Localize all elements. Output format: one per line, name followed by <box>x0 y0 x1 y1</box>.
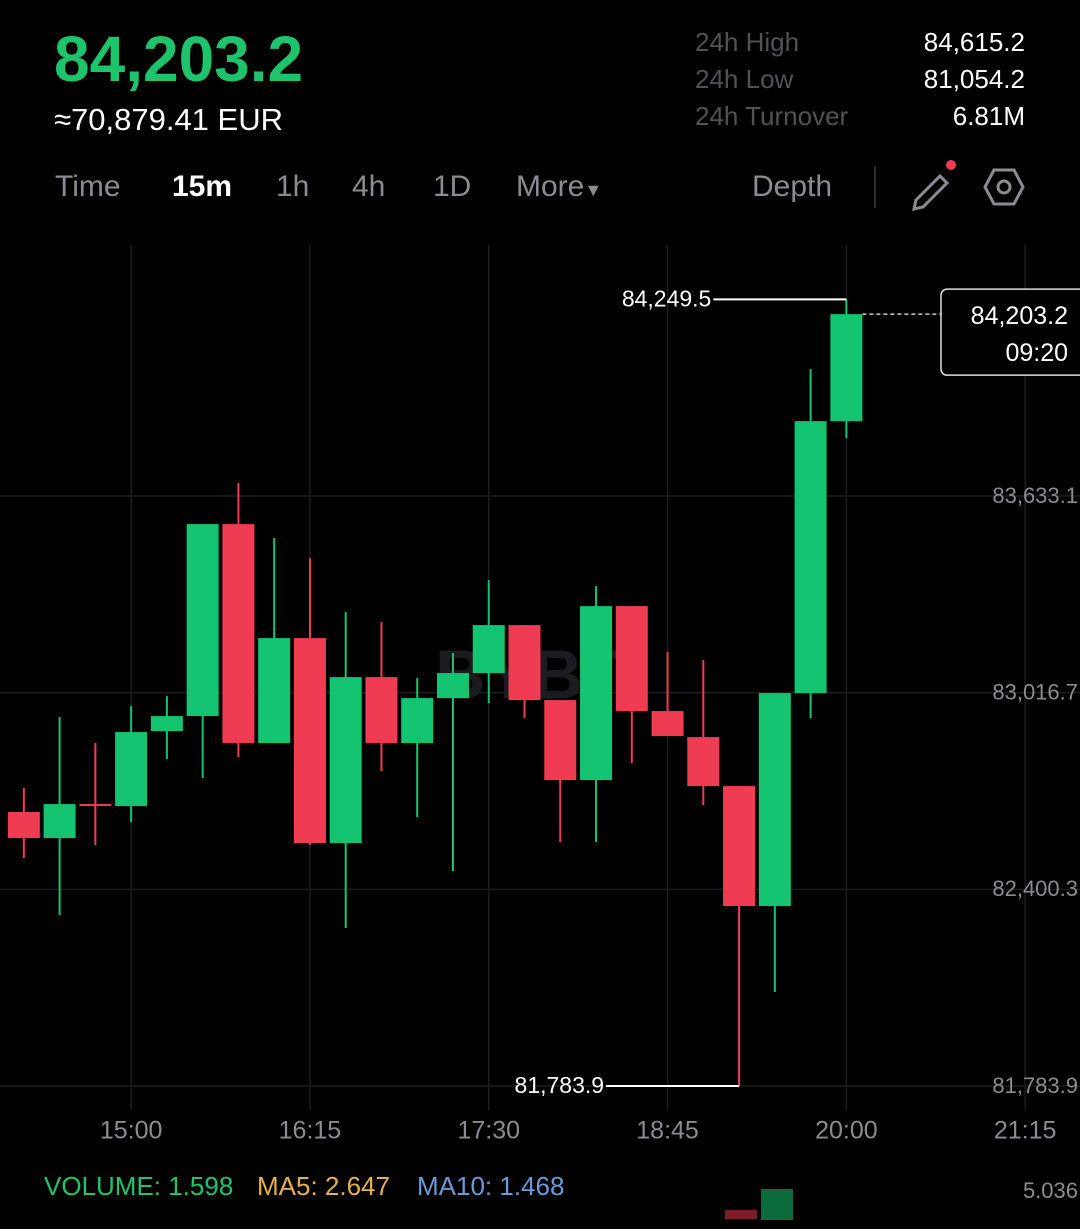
stat-label: 24h High <box>695 27 800 57</box>
tab: More <box>516 170 585 203</box>
candle-body <box>758 693 791 907</box>
candle-body <box>115 732 148 807</box>
last-price-label: 84,203.2 <box>971 302 1068 330</box>
divider <box>874 166 876 208</box>
candle-body <box>544 700 577 781</box>
candle-body <box>508 625 541 701</box>
x-tick-label: 20:00 <box>815 1117 878 1145</box>
last-price-box <box>940 288 1080 376</box>
last-price: 84,203.2 <box>54 23 304 95</box>
volume-label: VOLUME: 1.598 <box>44 1171 234 1201</box>
stat-value: 84,615.2 <box>923 27 1025 57</box>
low-marker-label: 81,783.9 <box>515 1072 605 1098</box>
notify-dot <box>946 160 956 170</box>
candle-body <box>329 677 362 844</box>
stat-label: 24h Turnover <box>695 101 849 131</box>
high-marker-label: 84,249.5 <box>622 285 712 311</box>
x-tick-label: 17:30 <box>457 1117 520 1145</box>
ma10-label: MA10: 1.468 <box>417 1171 565 1201</box>
tab[interactable]: 1h <box>276 170 310 203</box>
candle-body <box>436 673 469 699</box>
candle-body <box>7 812 40 839</box>
candle-body <box>43 804 76 839</box>
x-tick-label: 15:00 <box>100 1117 163 1145</box>
stat-value: 81,054.2 <box>923 64 1025 94</box>
candle-body <box>723 786 756 907</box>
pen-icon[interactable] <box>912 173 950 211</box>
candle-body <box>186 524 219 717</box>
candle-body <box>258 638 291 744</box>
candle-body <box>794 421 827 694</box>
hex-center <box>996 179 1012 195</box>
candle-body <box>79 804 112 807</box>
volume-bar <box>725 1210 757 1219</box>
settings-icon[interactable] <box>983 168 1025 206</box>
candle-body <box>150 716 183 732</box>
candle-body <box>222 524 255 744</box>
pen-shape <box>912 173 950 211</box>
candle-body <box>401 698 434 744</box>
depth-tab[interactable]: Depth <box>752 170 833 203</box>
candle-body <box>830 314 863 422</box>
countdown-label: 09:20 <box>1005 339 1068 367</box>
y-tick-label: 83,016.7 <box>992 680 1078 705</box>
candle-body <box>615 606 648 712</box>
candle-body <box>472 625 505 674</box>
x-tick-label: 21:15 <box>994 1117 1057 1145</box>
fiat-price: ≈70,879.41 EUR <box>54 102 283 137</box>
ma5-label: MA5: 2.647 <box>257 1171 390 1201</box>
candle-body <box>651 711 684 737</box>
volume-bar <box>761 1189 793 1220</box>
candle-body <box>293 638 326 844</box>
volume-axis-max: 5.036 <box>1022 1178 1078 1203</box>
y-tick-label: 83,633.1 <box>992 483 1078 508</box>
x-tick-label: 18:45 <box>636 1117 699 1145</box>
tab[interactable]: 4h <box>352 170 386 203</box>
stat-label: 24h Low <box>695 64 794 94</box>
candle-body <box>365 677 398 744</box>
candle-body <box>580 606 613 781</box>
y-tick-label: 82,400.3 <box>992 876 1078 901</box>
tab[interactable]: 1D <box>433 170 472 203</box>
hexagon <box>983 168 1025 206</box>
tab[interactable]: Time <box>55 170 121 203</box>
tab-more[interactable]: More▼ <box>516 170 602 204</box>
candle-body <box>687 737 720 787</box>
tab-active[interactable]: 15m <box>172 170 233 203</box>
caret: ▼ <box>584 180 603 200</box>
y-tick-label: 81,783.9 <box>992 1073 1078 1098</box>
x-tick-label: 16:15 <box>279 1117 342 1145</box>
stat-value: 6.81M <box>952 101 1025 131</box>
